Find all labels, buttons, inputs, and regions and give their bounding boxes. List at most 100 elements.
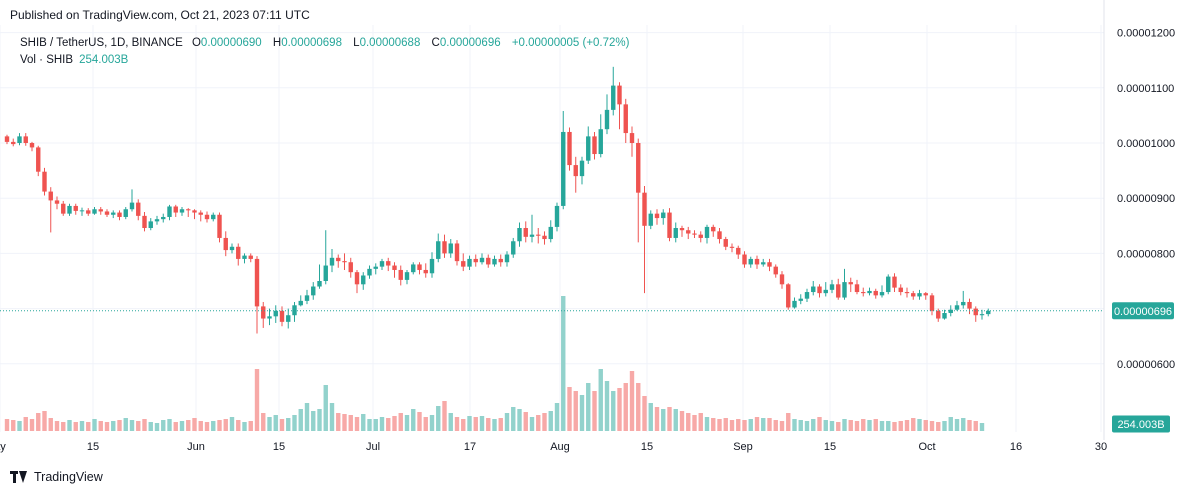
volume-bar (511, 407, 516, 431)
volume-bar (948, 417, 953, 431)
volume-bar (467, 416, 472, 431)
volume-bar (798, 420, 803, 431)
candle-body (879, 292, 885, 296)
volume-bar (723, 418, 728, 431)
candle-body (417, 264, 422, 270)
volume-bar (211, 421, 216, 431)
price-candles (4, 66, 991, 334)
volume-bar (686, 413, 691, 431)
candle-body (254, 258, 260, 307)
volume-bar (98, 421, 103, 431)
high-value: 0.00000698 (281, 37, 342, 49)
volume-bar (386, 418, 391, 431)
symbol-label[interactable]: SHIB / TetherUS, 1D, BINANCE (20, 37, 183, 49)
volume-bar (654, 407, 660, 431)
volume-bar (142, 419, 147, 431)
candle-body (604, 109, 610, 130)
candle-body (98, 209, 103, 212)
candle-body (361, 275, 366, 285)
low-value: 0.00000688 (359, 37, 421, 49)
volume-bar (279, 419, 285, 431)
candle-body (661, 212, 666, 219)
x-tick-label: Jul (366, 441, 380, 453)
volume-bar (479, 416, 485, 431)
volume-bar (767, 418, 772, 431)
candle-body (367, 268, 372, 276)
candle-body (954, 305, 960, 310)
volume-bar (886, 421, 891, 431)
volume-bar (548, 411, 553, 431)
volume-bar (192, 418, 197, 431)
candle-body (973, 308, 978, 316)
volume-bar (604, 381, 610, 431)
candle-body (192, 210, 197, 213)
candle-body (786, 284, 791, 308)
volume-bar (398, 413, 403, 431)
candle-body (529, 234, 535, 237)
volume-bar (136, 421, 141, 431)
volume-bar (242, 422, 247, 431)
volume-bar (573, 391, 578, 431)
footer-brand[interactable]: TradingView (10, 470, 103, 484)
candle-body (323, 265, 328, 281)
y-tick-label: 0.00001200 (1117, 28, 1175, 40)
candle-body (642, 192, 647, 226)
volume-bar (642, 396, 647, 431)
x-tick-label: 17 (464, 441, 476, 453)
candle-body (886, 276, 891, 293)
price-axis[interactable]: 0.00001200 0.00001100 0.00001000 0.00000900… (1117, 28, 1175, 371)
volume-label[interactable]: Vol · SHIB (20, 54, 74, 66)
volume-bar (442, 401, 447, 431)
candle-body (104, 211, 110, 215)
volume-bar (598, 369, 603, 431)
candle-body (686, 230, 691, 234)
candle-body (36, 147, 41, 172)
candle-body (517, 228, 522, 242)
volume-bar (492, 419, 497, 431)
candle-body (86, 210, 91, 214)
candle-body (79, 210, 85, 212)
x-tick-label: 30 (1095, 441, 1107, 453)
volume-bar (223, 419, 228, 431)
time-axis[interactable]: ay 15 Jun 15 Jul 17 Aug 15 Sep 15 Oct 16 30 (0, 441, 1107, 453)
candle-body (67, 205, 72, 214)
candle-body (742, 254, 747, 265)
candle-body (467, 258, 472, 267)
candle-body (861, 292, 866, 294)
volume-bar (967, 420, 972, 431)
volume-bar (54, 421, 60, 431)
candle-body (267, 316, 272, 319)
candle-body (811, 286, 816, 293)
volume-bar (679, 411, 685, 431)
volume-bar (29, 419, 35, 431)
volume-bar (848, 420, 853, 431)
candle-body (404, 272, 410, 280)
volume-bars (4, 296, 985, 431)
candle-body (692, 233, 697, 235)
candle-body (923, 293, 928, 296)
volume-bar (979, 423, 985, 431)
candle-body (211, 214, 216, 220)
candle-body (311, 286, 316, 296)
volume-bar (667, 407, 672, 431)
candle-body (873, 290, 878, 296)
volume-bar (773, 420, 778, 431)
x-tick-label: Sep (733, 441, 753, 453)
x-tick-label: 15 (87, 441, 99, 453)
volume-bar (829, 421, 835, 431)
candle-body (142, 215, 147, 229)
volume-bar (629, 371, 635, 431)
volume-bar (129, 420, 135, 431)
volume-bar (154, 423, 160, 431)
x-tick-label: ay (0, 441, 6, 453)
candle-body (511, 241, 516, 255)
candle-body (317, 281, 322, 287)
volume-bar (861, 419, 866, 431)
chart-legend: SHIB / TetherUS, 1D, BINANCE O0.00000690… (20, 35, 637, 69)
close-label: C (431, 37, 440, 49)
volume-bar (904, 420, 910, 431)
volume-bar (717, 419, 722, 431)
candle-body (61, 203, 66, 214)
candle-body (586, 136, 591, 161)
